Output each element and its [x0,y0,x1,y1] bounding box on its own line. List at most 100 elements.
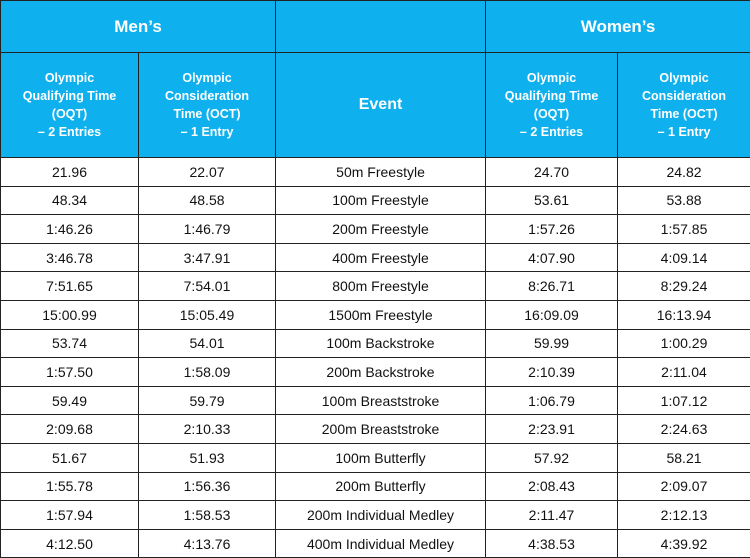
time-cell: 4:12.50 [0,528,139,558]
time-cell: 2:09.07 [617,471,750,502]
column-header-line: Time (OCT) [650,107,718,121]
time-cell: 1:58.53 [137,500,277,530]
time-cell: 4:39.92 [617,528,750,558]
group-header: Men’s [0,0,277,53]
column-header: Olympic Qualifying Time (OQT) – 2 Entries [0,52,139,158]
time-cell: 2:11.04 [617,357,750,387]
table-row: 2:09.68 2:10.33 200m Breaststroke 2:23.91 2:… [0,414,750,444]
event-cell: 800m Freestyle [275,271,487,301]
event-cell: 400m Freestyle [275,242,487,273]
time-cell: 48.58 [137,185,277,216]
event-cell: 1500m Freestyle [275,299,487,330]
column-header-line: Time (OCT) [173,107,241,121]
time-cell: 1:57.26 [485,214,619,244]
event-cell: 50m Freestyle [275,157,487,187]
column-header-line: Olympic [182,71,232,85]
time-cell: 53.61 [485,185,619,216]
column-row: Olympic Qualifying Time (OQT) – 2 Entries Ol… [0,52,750,158]
table-body: 21.96 22.07 50m Freestyle 24.70 24.82 48.34 48… [0,157,750,558]
column-header: Olympic Consideration Time (OCT) – 1 Entry [137,52,277,158]
time-cell: 1:06.79 [485,385,619,416]
column-header-line: Qualifying Time [504,89,599,103]
column-header-line: Olympic [659,71,709,85]
table-row: 1:57.94 1:58.53 200m Individual Medley 2:11… [0,500,750,530]
time-cell: 51.67 [0,442,139,473]
column-header-line: (OQT) [51,107,88,121]
time-cell: 2:23.91 [485,414,619,444]
column-header-line: Event [358,96,403,113]
time-cell: 1:56.36 [137,471,277,502]
column-header: Olympic Qualifying Time (OQT) – 2 Entries [485,52,619,158]
time-cell: 4:13.76 [137,528,277,558]
table-row: 51.67 51.93 100m Butterfly 57.92 58.21 [0,442,750,473]
table-row: 1:46.26 1:46.79 200m Freestyle 1:57.26 1:57.… [0,214,750,244]
time-cell: 1:07.12 [617,385,750,416]
time-cell: 59.79 [137,385,277,416]
time-cell: 1:57.94 [0,500,139,530]
table-row: 4:12.50 4:13.76 400m Individual Medley 4:38… [0,528,750,558]
time-cell: 16:09.09 [485,299,619,330]
time-cell: 16:13.94 [617,299,750,330]
time-cell: 2:08.43 [485,471,619,502]
time-cell: 24.70 [485,157,619,187]
time-cell: 4:07.90 [485,242,619,273]
time-cell: 59.99 [485,328,619,359]
time-cell: 7:51.65 [0,271,139,301]
time-cell: 1:57.85 [617,214,750,244]
time-cell: 1:58.09 [137,357,277,387]
event-cell: 100m Freestyle [275,185,487,216]
time-cell: 15:05.49 [137,299,277,330]
column-header-line: Olympic [44,71,95,85]
event-cell: 400m Individual Medley [275,528,487,558]
time-cell: 51.93 [137,442,277,473]
group-header: Women’s [485,0,750,53]
time-cell: 4:09.14 [617,242,750,273]
time-cell: 2:12.13 [617,500,750,530]
group-header-blank [275,0,487,53]
table-row: 7:51.65 7:54.01 800m Freestyle 8:26.71 8:29.… [0,271,750,301]
time-cell: 24.82 [617,157,750,187]
time-cell: 22.07 [137,157,277,187]
time-cell: 2:24.63 [617,414,750,444]
column-header-line: Olympic [526,71,577,85]
event-cell: 200m Breaststroke [275,414,487,444]
event-cell: 100m Breaststroke [275,385,487,416]
time-cell: 2:09.68 [0,414,139,444]
table-row: 48.34 48.58 100m Freestyle 53.61 53.88 [0,185,750,216]
time-cell: 1:46.79 [137,214,277,244]
table-row: 53.74 54.01 100m Backstroke 59.99 1:00.29 [0,328,750,359]
time-cell: 8:26.71 [485,271,619,301]
time-cell: 1:46.26 [0,214,139,244]
column-header-line: – 2 Entries [519,125,584,139]
time-cell: 1:55.78 [0,471,139,502]
time-cell: 58.21 [617,442,750,473]
time-cell: 59.49 [0,385,139,416]
table-row: 59.49 59.79 100m Breaststroke 1:06.79 1:07.1… [0,385,750,416]
event-cell: 200m Freestyle [275,214,487,244]
column-header: Olympic Consideration Time (OCT) – 1 Entry [617,52,750,158]
table-head: Men’s Women’s Olympic Qualifying Time (OQT… [0,0,750,158]
time-cell: 2:10.39 [485,357,619,387]
group-row: Men’s Women’s [0,0,750,53]
table-row: 21.96 22.07 50m Freestyle 24.70 24.82 [0,157,750,187]
time-cell: 53.88 [617,185,750,216]
event-cell: 200m Individual Medley [275,500,487,530]
column-header-line: Consideration [164,89,250,103]
time-cell: 2:10.33 [137,414,277,444]
table-row: 3:46.78 3:47.91 400m Freestyle 4:07.90 4:09.… [0,242,750,273]
event-cell: 100m Butterfly [275,442,487,473]
column-header-line: – 2 Entries [37,125,102,139]
column-header-line: – 1 Entry [657,125,711,139]
time-cell: 54.01 [137,328,277,359]
time-cell: 2:11.47 [485,500,619,530]
event-cell: 200m Backstroke [275,357,487,387]
time-cell: 57.92 [485,442,619,473]
column-header-line: Qualifying Time [22,89,117,103]
table-row: 1:55.78 1:56.36 200m Butterfly 2:08.43 2:09.… [0,471,750,502]
time-cell: 53.74 [0,328,139,359]
table-row: 15:00.99 15:05.49 1500m Freestyle 16:09.09 1… [0,299,750,330]
column-header: Event [275,52,487,158]
column-header-line: Consideration [641,89,727,103]
time-cell: 1:57.50 [0,357,139,387]
